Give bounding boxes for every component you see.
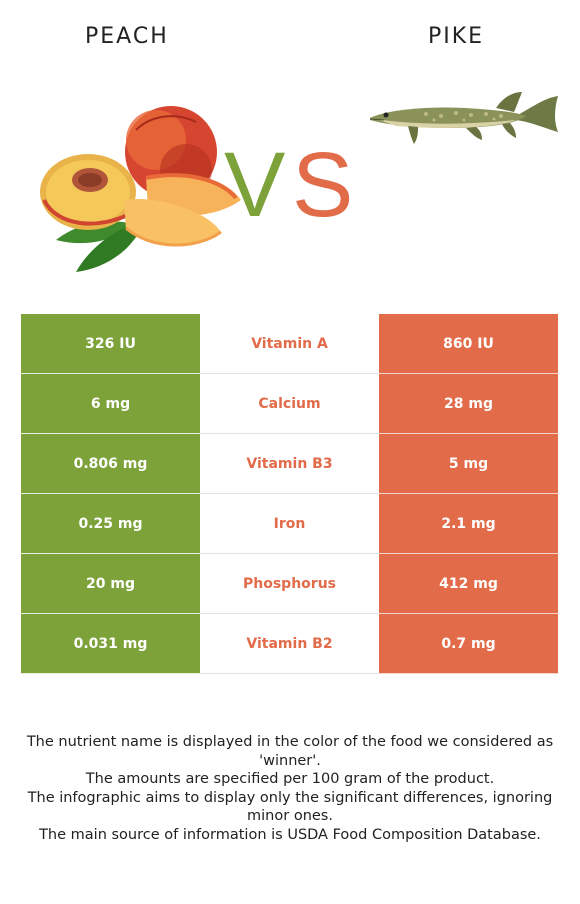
table-row: 0.25 mg Iron 2.1 mg <box>21 493 558 554</box>
vs-v: V <box>224 138 285 228</box>
nutrient-name: Iron <box>200 493 379 554</box>
table-row: 20 mg Phosphorus 412 mg <box>21 553 558 614</box>
table-row: 0.806 mg Vitamin B3 5 mg <box>21 433 558 494</box>
nutrient-name: Vitamin A <box>200 314 379 374</box>
nutrient-comparison-table: 326 IU Vitamin A 860 IU 6 mg Calcium 28 … <box>21 314 558 674</box>
pike-value: 28 mg <box>379 373 558 434</box>
nutrient-name: Phosphorus <box>200 553 379 614</box>
food-title-left: PEACH <box>85 24 169 49</box>
peach-image <box>36 100 246 280</box>
pike-value: 860 IU <box>379 314 558 374</box>
pike-value: 2.1 mg <box>379 493 558 554</box>
peach-value: 0.25 mg <box>21 493 200 554</box>
nutrient-name: Vitamin B3 <box>200 433 379 494</box>
footnote-line: The amounts are specified per 100 gram o… <box>85 771 495 787</box>
footnote-line: The nutrient name is displayed in the co… <box>26 734 554 769</box>
pike-image <box>366 88 562 152</box>
pike-value: 412 mg <box>379 553 558 614</box>
nutrient-name: Calcium <box>200 373 379 434</box>
pike-value: 0.7 mg <box>379 613 558 674</box>
table-row: 6 mg Calcium 28 mg <box>21 373 558 434</box>
peach-value: 326 IU <box>21 314 200 374</box>
peach-value: 0.806 mg <box>21 433 200 494</box>
table-row: 326 IU Vitamin A 860 IU <box>21 314 558 374</box>
nutrient-name: Vitamin B2 <box>200 613 379 674</box>
peach-value: 0.031 mg <box>21 613 200 674</box>
footnote-line: The infographic aims to display only the… <box>27 789 553 825</box>
vs-s: S <box>292 138 353 228</box>
footnote-line: The main source of information is USDA F… <box>39 826 541 843</box>
footnote: The nutrient name is displayed in the co… <box>20 733 560 844</box>
table-row: 0.031 mg Vitamin B2 0.7 mg <box>21 613 558 674</box>
pike-value: 5 mg <box>379 433 558 494</box>
peach-value: 20 mg <box>21 553 200 614</box>
vs-label: V S <box>224 138 353 228</box>
food-title-right: PIKE <box>428 24 485 49</box>
peach-value: 6 mg <box>21 373 200 434</box>
